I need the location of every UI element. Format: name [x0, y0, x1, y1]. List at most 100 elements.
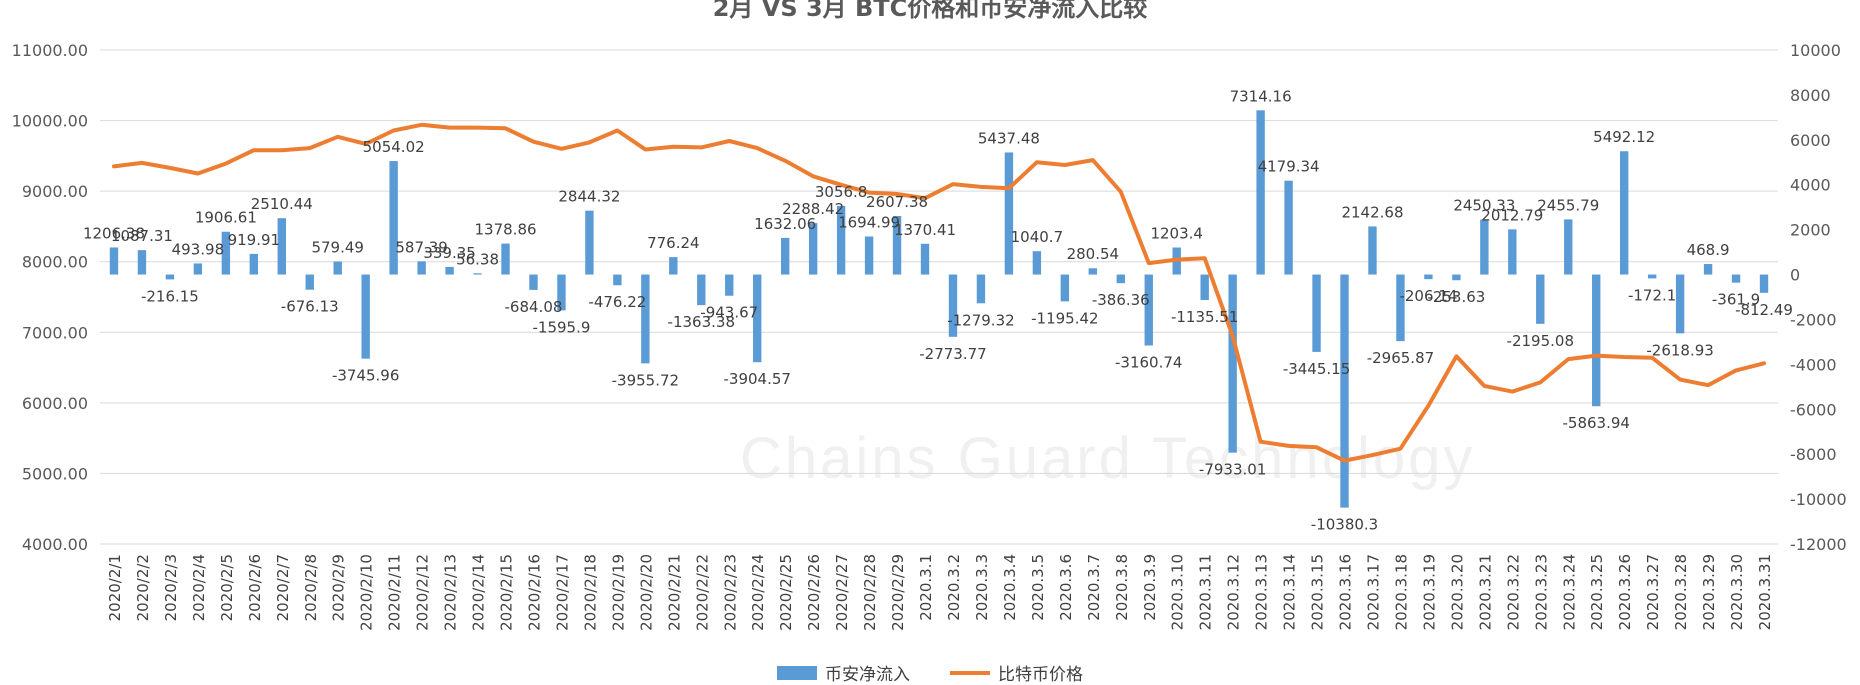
data-label: -684.08 [505, 298, 563, 316]
legend-item-bar: 币安净流入 [777, 660, 910, 685]
data-label: -476.22 [588, 293, 646, 311]
bar [1144, 274, 1153, 346]
data-label: 5054.02 [363, 138, 425, 156]
bar [1536, 274, 1545, 324]
x-tick-label: 2020/2/9 [330, 554, 348, 621]
x-tick-label: 2020/2/20 [637, 554, 655, 631]
x-tick-label: 2020/2/15 [498, 554, 516, 631]
bar [808, 223, 818, 275]
legend-label-line: 比特币价格 [998, 665, 1083, 685]
data-label: -5863.94 [1562, 414, 1629, 432]
x-tick-label: 2020/2/7 [274, 554, 292, 621]
x-tick-label: 2020/2/18 [581, 554, 599, 631]
legend-swatch-line [950, 670, 990, 675]
x-tick-label: 2020.3.7 [1085, 554, 1103, 621]
y-right-tick-label: -2000 [1790, 310, 1837, 329]
bar [473, 273, 482, 275]
bar [1284, 180, 1293, 275]
x-tick-label: 2020.3.26 [1616, 554, 1634, 630]
data-label: 7314.16 [1230, 87, 1292, 105]
bar [1452, 274, 1461, 281]
data-label: -216.15 [141, 287, 199, 305]
data-label: 468.9 [1687, 241, 1730, 259]
data-label: 1694.99 [838, 213, 900, 231]
x-tick-label: 2020/2/13 [442, 554, 460, 631]
bar [864, 236, 874, 275]
data-label: -1135.51 [1171, 308, 1238, 326]
x-tick-label: 2020/2/5 [218, 554, 236, 621]
bar [976, 274, 986, 304]
x-tick-label: 2020.3.25 [1588, 554, 1606, 630]
data-label: -7933.01 [1199, 461, 1266, 479]
x-tick-label: 2020.3.2 [945, 554, 963, 621]
x-tick-label: 2020.3.22 [1504, 554, 1522, 630]
data-label: -386.36 [1092, 291, 1150, 309]
data-label: -2965.87 [1367, 349, 1434, 367]
y-left-tick-label: 8000.00 [22, 253, 88, 272]
x-tick-label: 2020/2/23 [721, 554, 739, 631]
legend-swatch-bar [777, 665, 817, 680]
bar [1396, 274, 1405, 342]
data-label: 1632.06 [754, 215, 816, 233]
x-tick-label: 2020/2/12 [414, 554, 432, 631]
x-tick-label: 2020/2/11 [386, 554, 404, 631]
y-left-tick-label: 5000.00 [22, 464, 88, 483]
bar [557, 274, 566, 311]
bar [1256, 110, 1265, 275]
x-tick-label: 2020.3.5 [1029, 554, 1047, 621]
bar [1088, 268, 1098, 275]
data-label: 339.35 [423, 244, 476, 262]
bar [613, 274, 622, 286]
bar [1340, 274, 1349, 508]
bar [1731, 274, 1741, 283]
bar [1424, 274, 1433, 280]
x-tick-label: 2020.3.21 [1476, 554, 1494, 630]
bar [501, 243, 510, 275]
data-label: 1370.41 [894, 221, 956, 239]
x-tick-label: 2020.3.17 [1364, 554, 1382, 630]
x-tick-label: 2020.3.10 [1169, 554, 1187, 630]
bar [585, 210, 594, 275]
x-tick-label: 2020/2/14 [470, 554, 488, 631]
bar [109, 247, 119, 275]
data-label: 2455.79 [1537, 196, 1599, 214]
y-left-tick-label: 11000.00 [12, 41, 88, 60]
x-tick-label: 2020.3.24 [1560, 554, 1578, 630]
x-tick-label: 2020/2/19 [609, 554, 627, 631]
x-tick-label: 2020.3.19 [1420, 554, 1438, 630]
x-tick-label: 2020/2/25 [777, 554, 795, 631]
data-label: -3160.74 [1115, 354, 1182, 372]
x-tick-label: 2020.3.3 [973, 554, 991, 621]
bar [836, 205, 846, 275]
y-right-tick-label: 10000 [1790, 41, 1841, 60]
y-right-tick-label: 2000 [1790, 221, 1831, 240]
data-label: 579.49 [311, 239, 364, 257]
data-label: -3955.72 [612, 371, 679, 389]
price-line [112, 122, 1766, 463]
x-tick-label: 2020.3.27 [1644, 554, 1662, 630]
data-label: 776.24 [647, 234, 700, 252]
bar [193, 263, 203, 275]
x-tick-label: 2020.3.16 [1337, 554, 1355, 630]
bar [892, 215, 902, 275]
bar [948, 274, 958, 337]
x-tick-label: 2020/2/29 [889, 554, 907, 631]
bar [697, 274, 706, 306]
data-label: -1195.42 [1031, 309, 1098, 327]
chart-title: 2月 VS 3月 BTC价格和币安净流入比较 [712, 0, 1148, 22]
bar [1480, 219, 1489, 275]
data-label: 4179.34 [1258, 158, 1320, 176]
x-tick-label: 2020.3.23 [1532, 554, 1550, 630]
bar [780, 237, 790, 275]
data-label: -3445.15 [1283, 360, 1350, 378]
bar [305, 274, 314, 290]
data-label: 5437.48 [978, 129, 1040, 147]
x-tick-label: 2020.3.28 [1672, 554, 1690, 630]
y-right-tick-label: -12000 [1790, 535, 1847, 554]
x-tick-label: 2020.3.1 [917, 554, 935, 621]
x-tick-label: 2020/2/22 [693, 554, 711, 631]
y-right-tick-label: -8000 [1790, 445, 1837, 464]
bar [221, 231, 231, 275]
bar [669, 257, 678, 275]
bar [1592, 274, 1601, 407]
